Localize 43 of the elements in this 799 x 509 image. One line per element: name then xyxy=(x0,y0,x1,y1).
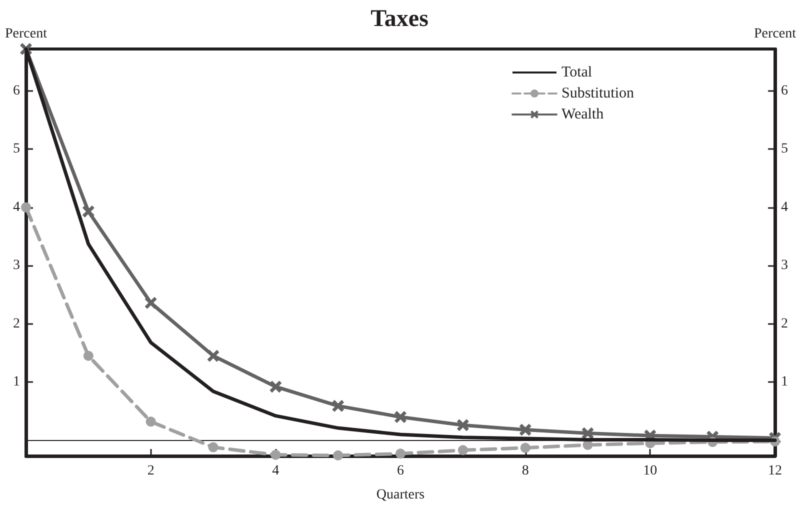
point xyxy=(144,296,157,309)
y-axis-title: Percent xyxy=(5,26,48,42)
y-tick-label: 6 xyxy=(13,83,20,98)
chart-title: Taxes xyxy=(370,6,428,32)
y2-tick-label: 1 xyxy=(781,374,788,390)
point xyxy=(208,442,218,452)
y2-axis-title: Percent xyxy=(754,26,796,42)
legend-label: Substitution xyxy=(561,86,634,102)
point xyxy=(270,380,282,393)
y2-tick-label: 5 xyxy=(781,142,788,157)
legend-label: Wealth xyxy=(561,106,604,122)
x-tick-label: 8 xyxy=(522,464,529,478)
y2-tick-label: 4 xyxy=(781,200,788,215)
x-tick-label: 2 xyxy=(147,464,154,478)
point xyxy=(82,205,94,218)
point xyxy=(270,450,281,460)
point xyxy=(582,427,594,440)
point xyxy=(146,416,156,427)
point xyxy=(332,400,344,412)
point xyxy=(394,410,407,423)
x-tick-label: 12 xyxy=(768,464,782,478)
point xyxy=(519,424,532,436)
y-tick-label: 3 xyxy=(13,258,20,274)
x-tick-label: 4 xyxy=(272,464,280,478)
y-tick-label: 2 xyxy=(13,316,20,332)
point xyxy=(333,450,344,460)
point xyxy=(83,350,94,361)
legend-label: Total xyxy=(561,64,592,80)
point xyxy=(396,448,406,459)
y2-tick-label: 6 xyxy=(781,83,788,98)
x-tick-label: 6 xyxy=(397,464,404,478)
point xyxy=(21,202,31,212)
x-axis-title: Quarters xyxy=(376,488,425,502)
y-tick-label: 1 xyxy=(13,374,20,390)
x-tick-label: 10 xyxy=(643,464,658,478)
y-tick-label: 5 xyxy=(13,142,20,157)
y2-tick-label: 3 xyxy=(781,258,788,274)
point xyxy=(520,442,530,453)
point xyxy=(207,350,220,362)
point xyxy=(456,419,469,432)
y2-tick-label: 2 xyxy=(781,316,788,332)
y-tick-label: 4 xyxy=(13,200,20,215)
point xyxy=(458,445,468,456)
